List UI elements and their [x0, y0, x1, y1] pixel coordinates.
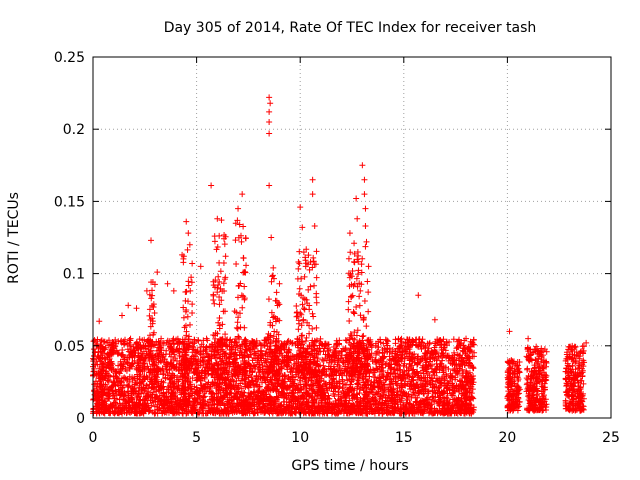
data-point: [335, 389, 342, 396]
data-point: [437, 383, 444, 390]
data-point: [188, 408, 195, 415]
data-point: [344, 377, 351, 384]
data-point: [168, 353, 175, 360]
data-point: [110, 373, 117, 380]
data-point: [133, 339, 140, 346]
data-point: [90, 352, 97, 359]
chart-title: Day 305 of 2014, Rate Of TEC Index for r…: [164, 20, 537, 36]
data-point: [227, 336, 234, 343]
data-point: [339, 384, 346, 391]
data-point: [158, 335, 165, 342]
data-point: [392, 336, 399, 343]
data-point: [335, 391, 342, 398]
data-point: [384, 337, 391, 344]
data-point: [463, 335, 470, 342]
data-point: [380, 354, 387, 361]
data-points: [90, 94, 590, 417]
data-point: [451, 349, 458, 356]
data-point: [317, 335, 324, 342]
data-point: [163, 347, 170, 354]
data-point: [145, 385, 152, 392]
data-point: [382, 377, 389, 384]
data-point: [342, 337, 349, 344]
data-point: [459, 366, 466, 373]
data-point: [458, 378, 465, 385]
data-point: [342, 382, 349, 389]
data-point: [104, 377, 111, 384]
data-point: [441, 375, 448, 382]
data-point: [432, 378, 439, 385]
data-point: [320, 362, 327, 369]
data-point: [163, 366, 170, 373]
data-point: [238, 385, 245, 392]
data-point: [119, 347, 126, 354]
data-point: [330, 391, 337, 398]
